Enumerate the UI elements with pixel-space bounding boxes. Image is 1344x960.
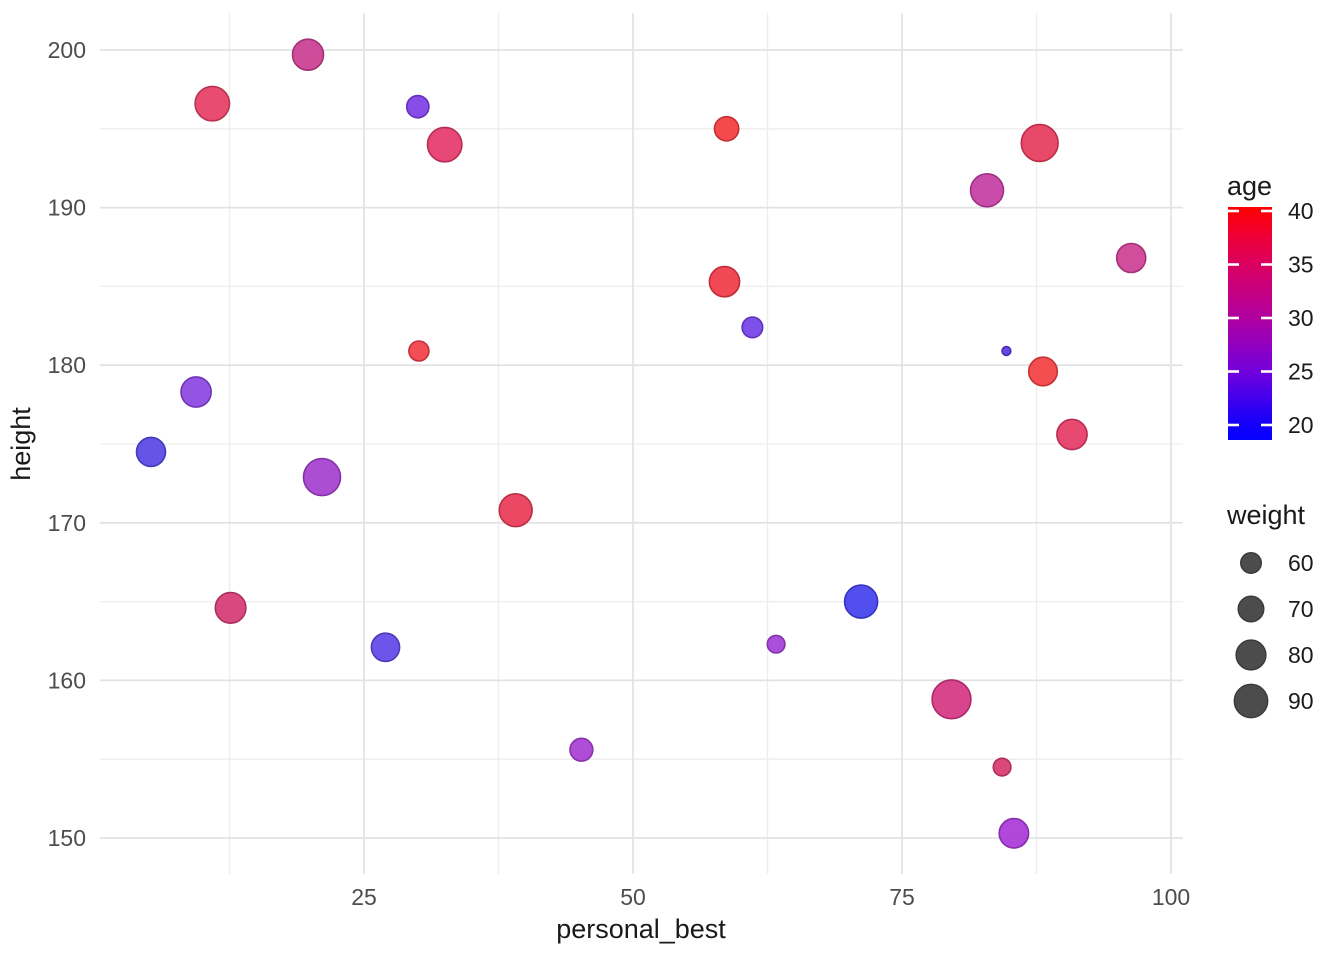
data-point [405, 94, 430, 119]
data-point [992, 757, 1012, 777]
data-point [1027, 356, 1059, 387]
data-point [998, 817, 1030, 849]
data-point [194, 85, 231, 122]
x-tick-label: 100 [1152, 884, 1190, 910]
age-legend-title: age [1227, 171, 1272, 201]
data-point [741, 316, 764, 339]
y-tick-label: 170 [48, 510, 86, 536]
weight-key-label: 80 [1288, 642, 1314, 668]
age-colorbar [1228, 207, 1272, 440]
x-tick-label: 75 [889, 884, 915, 910]
grid-minor-lines [100, 13, 1183, 874]
weight-legend-title: weight [1226, 500, 1306, 530]
weight-key-label: 70 [1288, 596, 1314, 622]
data-points-layer [135, 38, 1147, 849]
age-tick-label: 35 [1288, 252, 1314, 278]
data-point [766, 634, 786, 654]
weight-key-circle [1235, 639, 1267, 671]
x-tick-label: 25 [351, 884, 377, 910]
weight-key-circle [1233, 683, 1269, 719]
data-point [302, 457, 342, 497]
data-point [370, 632, 401, 663]
data-point [931, 679, 972, 720]
weight-legend-keys: 60 70 80 90 [1233, 550, 1314, 719]
age-tick-label: 30 [1288, 305, 1314, 331]
data-point [969, 173, 1005, 208]
x-axis-tick-labels: 25 50 75 100 [351, 884, 1190, 910]
x-axis-title: personal_best [556, 914, 726, 944]
data-point [214, 591, 247, 625]
age-tick-label: 25 [1288, 359, 1314, 385]
data-point [135, 436, 167, 468]
weight-key-label: 60 [1288, 550, 1314, 576]
y-tick-label: 200 [48, 37, 86, 63]
data-point [1115, 242, 1147, 274]
data-point [1020, 123, 1059, 163]
data-point [180, 376, 213, 408]
weight-key-circle [1239, 552, 1262, 575]
age-colorbar-ticks [1228, 209, 1272, 427]
weight-size-legend: weight 60 70 80 90 [1226, 500, 1314, 719]
data-point [569, 737, 594, 762]
y-axis-tick-labels: 150 160 170 180 190 200 [48, 37, 86, 851]
x-tick-label: 50 [620, 884, 646, 910]
y-tick-label: 190 [48, 195, 86, 221]
data-point [408, 340, 430, 362]
data-point [713, 115, 740, 142]
y-axis-title: height [6, 407, 36, 481]
age-tick-label: 40 [1288, 198, 1314, 224]
y-tick-label: 180 [48, 352, 86, 378]
weight-key-label: 90 [1288, 688, 1314, 714]
y-tick-label: 160 [48, 667, 86, 693]
age-tick-label: 20 [1288, 412, 1314, 438]
y-tick-label: 150 [48, 825, 86, 851]
data-point [291, 38, 325, 72]
data-point [843, 584, 879, 619]
data-point [1056, 418, 1088, 451]
data-point [1001, 345, 1012, 357]
age-colorbar-labels: 40 35 30 25 20 [1288, 198, 1314, 438]
data-point [498, 493, 533, 528]
data-point [708, 265, 741, 298]
age-color-legend: age 40 35 30 25 20 [1227, 171, 1314, 440]
weight-key-circle [1237, 595, 1265, 623]
data-point [426, 126, 463, 163]
